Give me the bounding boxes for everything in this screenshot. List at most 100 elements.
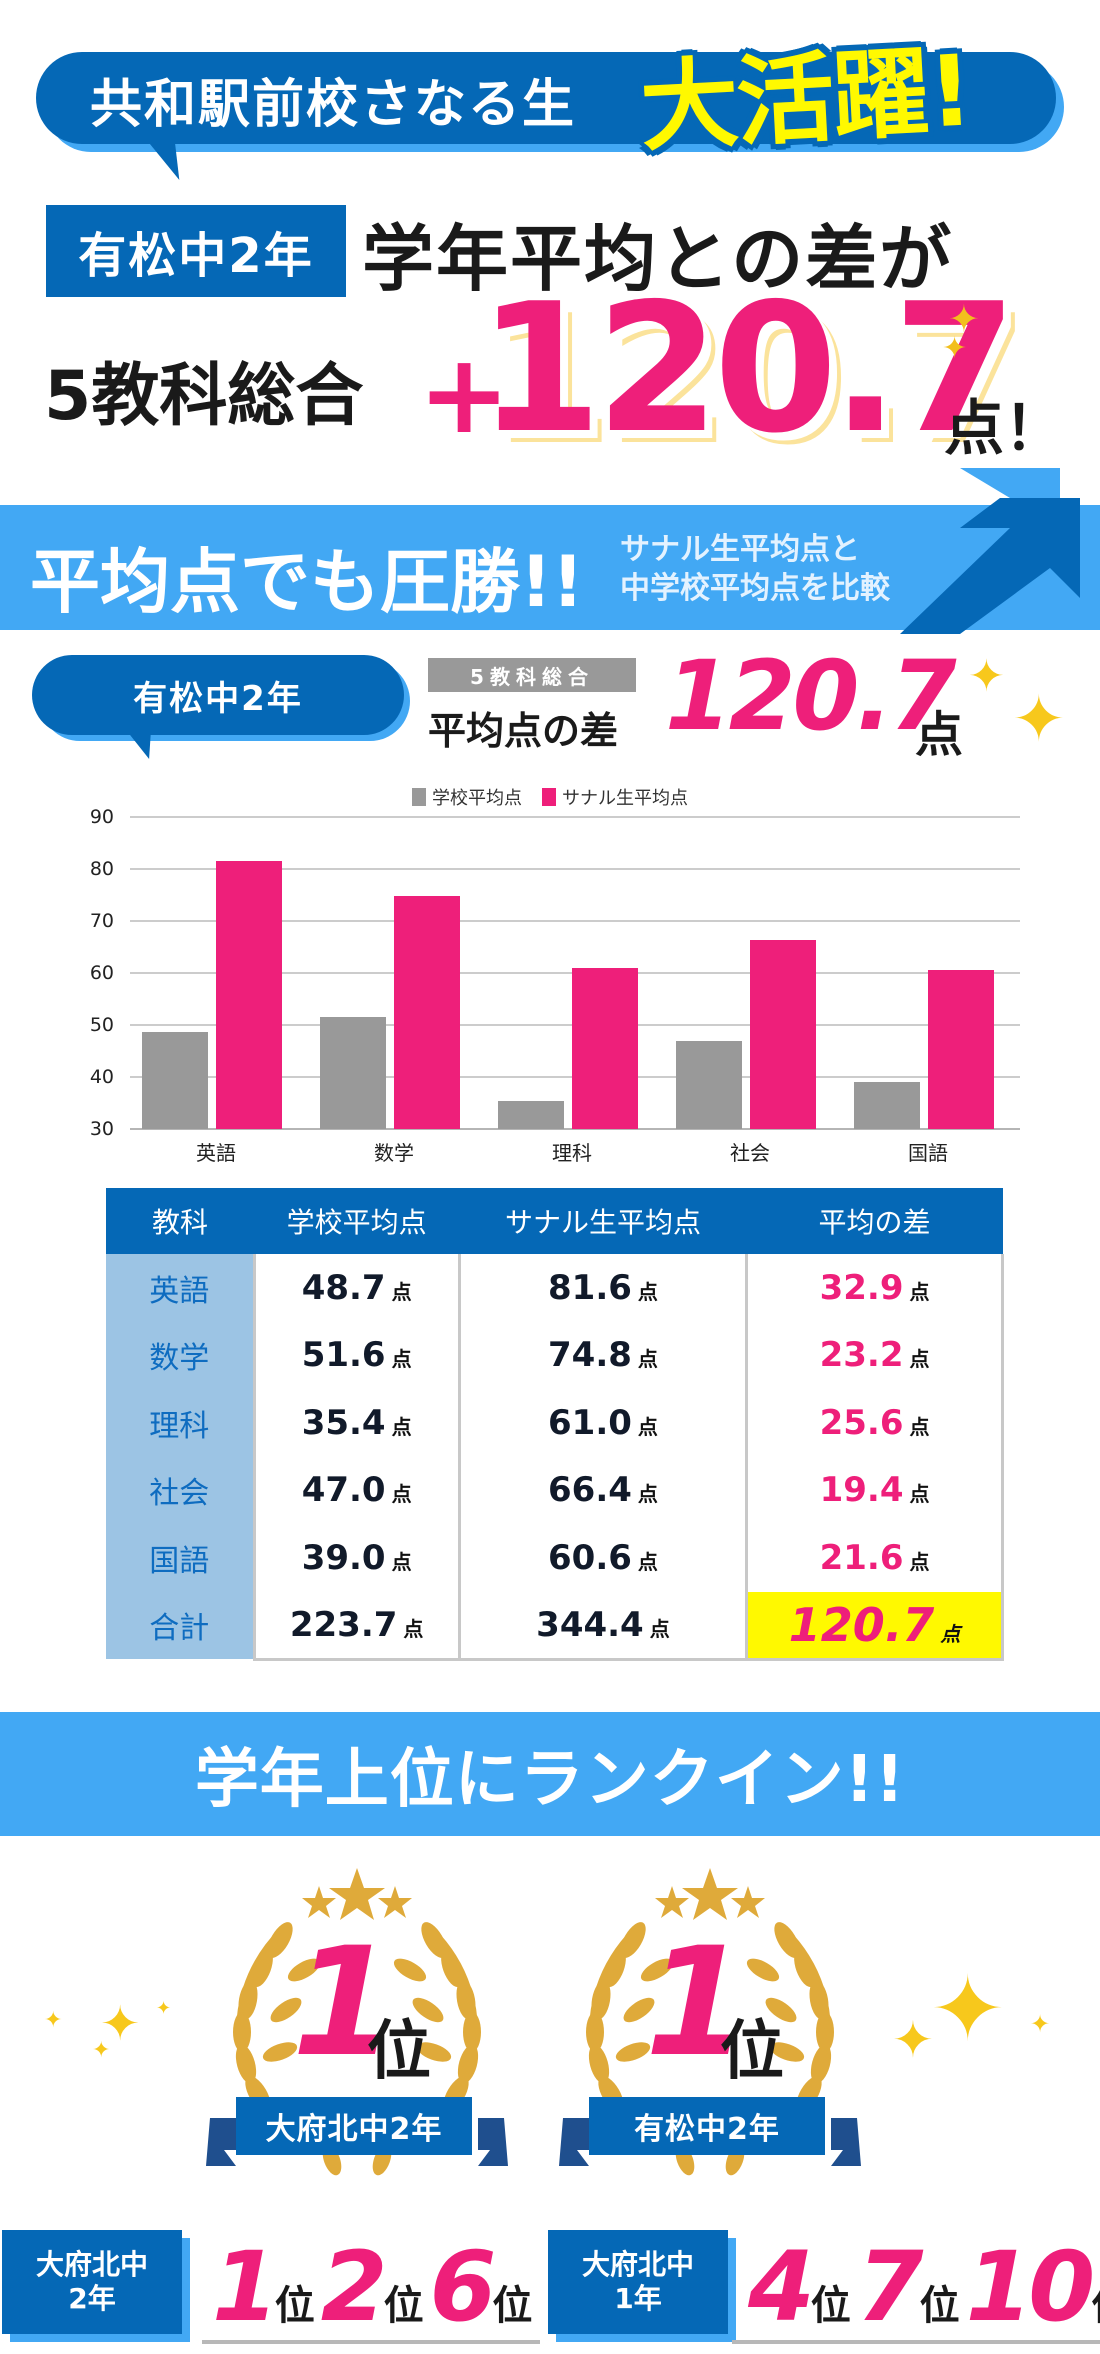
headline-plus-sign: + bbox=[418, 330, 511, 458]
cell-school-avg-value: 47.0 bbox=[301, 1470, 386, 1511]
school-box-body: 大府北中 1年 bbox=[548, 2230, 728, 2334]
cell-diff: 32.9 点 bbox=[745, 1254, 1004, 1322]
cell-subject-value: 合計 bbox=[149, 1611, 210, 1647]
table-row: 社会 47.0 点 66.4 点 19.4 点 bbox=[106, 1456, 1004, 1524]
hero-speech-bubble bbox=[36, 52, 1064, 182]
unit-label: 点 bbox=[909, 1347, 930, 1372]
rank-unit: 位 bbox=[1091, 2273, 1100, 2331]
school-box-body: 大府北中 2年 bbox=[2, 2230, 182, 2334]
legend-label: 学校平均点 bbox=[432, 788, 522, 809]
headline-big-number: 120.7 bbox=[478, 265, 1017, 472]
x-tick-label: 理科 bbox=[552, 1141, 592, 1165]
cell-sanaru-avg-value: 61.0 bbox=[548, 1402, 632, 1443]
unit-label: 点 bbox=[909, 1414, 930, 1439]
cell-school-avg: 35.4 点 bbox=[252, 1389, 461, 1457]
unit-label: 点 bbox=[391, 1279, 412, 1304]
cell-school-avg-value: 35.4 bbox=[301, 1402, 386, 1443]
bar-sanaru bbox=[928, 969, 994, 1129]
unit-label: 点 bbox=[637, 1482, 658, 1507]
x-tick-label: 数学 bbox=[374, 1141, 414, 1165]
col-header-sanaru-avg: サナル生平均点 bbox=[459, 1188, 747, 1254]
rank-unit: 位 bbox=[274, 2283, 315, 2329]
sparkle-icon: ✦ bbox=[1012, 683, 1066, 757]
medal-ribbon-label: 大府北中2年 bbox=[265, 2112, 443, 2147]
rank-underline bbox=[202, 2340, 540, 2344]
medal-rank-number: 1 bbox=[292, 1916, 397, 2090]
cell-diff: 23.2 点 bbox=[745, 1321, 1004, 1389]
rank-number: 1 bbox=[212, 2231, 279, 2343]
rank-medal: 1 位 大府北中2年 bbox=[192, 1860, 522, 2180]
section-title-average: 平均点でも圧勝!! bbox=[30, 541, 584, 623]
gridline bbox=[130, 920, 1020, 922]
unit-label: 点 bbox=[909, 1482, 930, 1507]
gridline bbox=[130, 816, 1020, 818]
headline-line2: 5教科総合 bbox=[44, 357, 364, 436]
section-subtitle: サナル生平均点と 中学校平均点を比較 bbox=[620, 530, 890, 608]
unit-label: 点 bbox=[637, 1279, 658, 1304]
cell-subject-value: 国語 bbox=[149, 1543, 210, 1579]
cell-diff-value: 23.2 bbox=[819, 1335, 904, 1376]
hero-bubble-body bbox=[36, 52, 1056, 144]
x-tick-label: 社会 bbox=[730, 1141, 770, 1165]
cell-school-avg: 48.7 点 bbox=[252, 1254, 461, 1322]
chart-legend: 学校平均点 サナル生平均点 bbox=[60, 784, 1040, 810]
cell-school-avg: 47.0 点 bbox=[252, 1456, 461, 1524]
cell-school-avg-value: 48.7 bbox=[301, 1267, 386, 1308]
bar-school bbox=[498, 1100, 564, 1129]
table-row: 数学 51.6 点 74.8 点 23.2 点 bbox=[106, 1321, 1004, 1389]
cell-subject: 数学 bbox=[106, 1321, 254, 1389]
x-tick-label: 国語 bbox=[908, 1141, 948, 1165]
y-tick-label: 50 bbox=[89, 1014, 114, 1036]
school-pill-bubble: 有松中2年 bbox=[32, 655, 410, 759]
cell-school-avg-value: 51.6 bbox=[301, 1335, 386, 1376]
rank-underline bbox=[732, 2340, 1100, 2344]
section-subtitle-line2: 中学校平均点を比較 bbox=[620, 571, 890, 606]
up-arrow-icon bbox=[900, 468, 1080, 634]
rank-unit: 位 bbox=[383, 2283, 424, 2329]
cell-sanaru-avg-value: 66.4 bbox=[548, 1470, 632, 1511]
section-subtitle-line1: サナル生平均点と bbox=[620, 532, 860, 567]
unit-label: 点 bbox=[391, 1482, 412, 1507]
rank-list: 1 位 2 位 6 位 bbox=[212, 2225, 538, 2335]
school-name: 大府北中 bbox=[581, 2248, 694, 2282]
bar-school bbox=[854, 1082, 920, 1129]
bar-sanaru bbox=[216, 860, 282, 1129]
rank-unit: 位 bbox=[919, 2283, 960, 2329]
cell-diff: 19.4 点 bbox=[745, 1456, 1004, 1524]
cell-sanaru-avg: 61.0 点 bbox=[457, 1389, 749, 1457]
score-comparison-chart: 学校平均点 サナル生平均点 90 80 70 60 50 40 30 英語 数学 理科 社会 国語 bbox=[60, 770, 1040, 1180]
table-row: 理科 35.4 点 61.0 点 25.6 点 bbox=[106, 1389, 1004, 1457]
sparkle-icon: ✦ bbox=[92, 2038, 111, 2063]
section-title-rank: 学年上位にランクイン!! bbox=[194, 1743, 906, 1817]
school-grade-tag: 有松中2年 bbox=[46, 205, 346, 297]
unit-label: 点 bbox=[649, 1616, 670, 1641]
sparkle-icon: ✦ bbox=[930, 1957, 1006, 2062]
col-header-diff: 平均の差 bbox=[746, 1188, 1003, 1254]
table-header-row: 教科 学校平均点 サナル生平均点 平均の差 bbox=[106, 1188, 1003, 1254]
bar-school bbox=[676, 1040, 742, 1129]
y-tick-label: 40 bbox=[89, 1066, 114, 1088]
section-strip-rank: 学年上位にランクイン!! bbox=[0, 1712, 1100, 1836]
rank-number: 6 bbox=[429, 2231, 497, 2343]
bar-school bbox=[142, 1031, 208, 1129]
unit-label: 点 bbox=[909, 1279, 930, 1304]
cell-sanaru-avg-value: 344.4 bbox=[536, 1604, 644, 1645]
sparkle-icon: ✦ bbox=[892, 2011, 934, 2069]
school-grade: 2年 bbox=[68, 2282, 116, 2315]
cell-school-avg: 51.6 点 bbox=[252, 1321, 461, 1389]
rank-medal: 1 位 有松中2年 bbox=[545, 1860, 875, 2180]
sparkle-icon: ✦ bbox=[156, 1998, 172, 2019]
medal-rank-number: 1 bbox=[645, 1916, 750, 2090]
table-row: 英語 48.7 点 81.6 点 32.9 点 bbox=[106, 1254, 1004, 1322]
score-table: 教科 学校平均点 サナル生平均点 平均の差 英語 48.7 点 81.6 点 32.9 点数… bbox=[106, 1188, 1004, 1661]
cell-subject: 社会 bbox=[106, 1456, 254, 1524]
unit-label: 点 bbox=[909, 1549, 930, 1574]
rank-number: 2 bbox=[320, 2231, 388, 2343]
cell-sanaru-avg-value: 60.6 bbox=[548, 1537, 632, 1578]
bar-sanaru bbox=[394, 896, 460, 1129]
headline-line1: 学年平均との差が bbox=[362, 217, 954, 301]
unit-label: 点 bbox=[391, 1347, 412, 1372]
cell-sanaru-avg: 60.6 点 bbox=[457, 1524, 749, 1592]
cell-school-avg-value: 39.0 bbox=[301, 1537, 386, 1578]
cell-subject: 合計 bbox=[106, 1591, 254, 1659]
